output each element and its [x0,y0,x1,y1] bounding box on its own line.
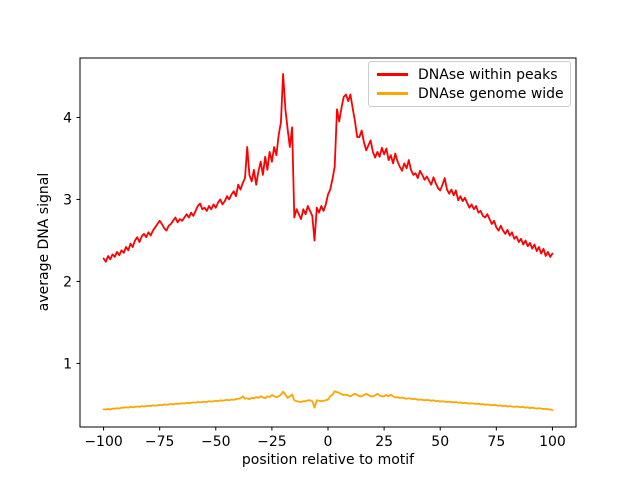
x-tick-label: −100 [84,434,122,450]
legend-item-dnase-within-peaks: DNAse within peaks [377,65,562,84]
legend-line-swatch-orange [377,92,408,95]
legend-item-dnase-genome-wide: DNAse genome wide [377,84,564,103]
x-tick-label: 75 [487,434,505,450]
legend: DNAse within peaks DNAse genome wide [368,61,571,107]
legend-label-dnase-genome-wide: DNAse genome wide [418,85,564,102]
y-axis-label: average DNA signal [36,173,52,311]
x-tick-label: −50 [201,434,231,450]
legend-label-dnase-within-peaks: DNAse within peaks [418,66,558,83]
y-tick-label: 2 [63,274,72,290]
y-tick-label: 3 [63,192,72,208]
plot-frame [79,57,577,428]
x-tick-label: −25 [257,434,287,450]
x-tick-label: 0 [324,434,333,450]
x-axis-label: position relative to motif [242,452,415,468]
legend-line-swatch-red [377,73,408,76]
x-tick-label: 25 [375,434,393,450]
series-line-0 [102,73,554,263]
series-line-1 [102,390,554,412]
y-tick-label: 4 [63,110,72,126]
y-tick-label: 1 [63,356,72,372]
x-tick-label: 50 [431,434,449,450]
x-tick-label: −75 [145,434,175,450]
x-tick-label: 100 [539,434,566,450]
